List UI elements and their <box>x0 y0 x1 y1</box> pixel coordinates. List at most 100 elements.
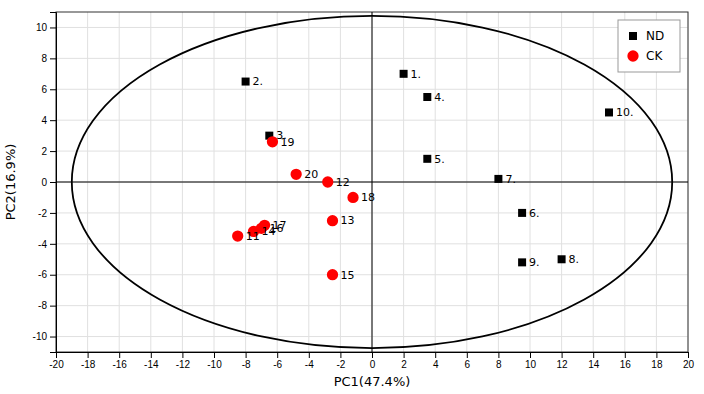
tick-label: -20 <box>49 359 64 370</box>
tick-mark <box>372 352 373 358</box>
tick-mark <box>50 337 56 338</box>
point-label: 13 <box>341 214 355 227</box>
point <box>423 155 431 163</box>
point-label: 19 <box>280 136 294 149</box>
tick: -2 <box>336 352 345 370</box>
tick: -6 <box>273 352 282 370</box>
point <box>558 255 566 263</box>
tick: -20 <box>49 352 64 370</box>
tick-label: 20 <box>683 359 695 370</box>
tick: -10 <box>33 331 56 342</box>
point <box>242 78 250 86</box>
point <box>347 192 358 203</box>
tick: 8 <box>496 352 502 370</box>
point <box>291 169 302 180</box>
tick: 2 <box>401 352 407 370</box>
tick-mark <box>50 58 56 59</box>
tick-mark <box>340 352 341 358</box>
tick-mark <box>246 352 247 358</box>
point-label: 4. <box>434 91 445 104</box>
tick-mark <box>498 352 499 358</box>
tick-label: -4 <box>305 359 314 370</box>
tick-mark <box>656 352 657 358</box>
tick: -10 <box>207 352 222 370</box>
tick-label: 0 <box>41 177 47 188</box>
y-axis-title: PC2(16.9%) <box>3 144 18 221</box>
tick: 0 <box>41 177 56 188</box>
tick-label: 6 <box>41 84 47 95</box>
tick-mark <box>50 213 56 214</box>
tick-mark <box>214 352 215 358</box>
point <box>322 176 333 187</box>
zero-line <box>372 12 373 352</box>
tick-label: -6 <box>273 359 282 370</box>
point <box>423 93 431 101</box>
tick-mark <box>50 27 56 28</box>
point-label: 20 <box>304 168 318 181</box>
point-label: 11 <box>246 230 260 243</box>
tick-label: -4 <box>38 239 47 250</box>
tick: 6 <box>465 352 471 370</box>
tick-label: 10 <box>525 359 537 370</box>
point <box>494 175 502 183</box>
point-label: 15 <box>341 269 355 282</box>
point-labels: 1.2.4.5.6.7.8.9.10.3.1920121813151711141… <box>246 68 634 282</box>
point-label: 10. <box>616 106 634 119</box>
point-label: 5. <box>434 153 445 166</box>
tick-label: 16 <box>620 359 632 370</box>
tick-mark <box>50 306 56 307</box>
tick-mark <box>50 89 56 90</box>
tick: -8 <box>242 352 251 370</box>
tick: -6 <box>38 269 56 280</box>
point <box>400 70 408 78</box>
point-label: 6. <box>529 207 540 220</box>
point-label: 8. <box>569 253 580 266</box>
point <box>518 209 526 217</box>
tick-label: 18 <box>651 359 663 370</box>
tick-mark <box>562 352 563 358</box>
tick-mark <box>435 352 436 358</box>
point-label: 2. <box>253 75 264 88</box>
y-axis: -10-8-6-4-20246810 <box>33 13 57 353</box>
plot-frame <box>56 12 688 352</box>
tick: 14 <box>588 352 600 370</box>
tick-mark <box>182 352 183 358</box>
tick-label: -16 <box>112 359 127 370</box>
point <box>327 269 338 280</box>
point-label: 1. <box>411 68 422 81</box>
tick: -14 <box>144 352 159 370</box>
tick: -18 <box>81 352 96 370</box>
legend-symbol <box>629 32 637 40</box>
tick-mark <box>625 352 626 358</box>
tick: 20 <box>683 352 695 370</box>
series <box>232 136 359 280</box>
tick: -4 <box>305 352 314 370</box>
point <box>232 230 243 241</box>
x-axis: -20-18-16-14-12-10-8-6-4-202468101214161… <box>49 352 694 370</box>
tick-label: 8 <box>41 53 47 64</box>
tick-label: -8 <box>38 300 47 311</box>
tick-label: 4 <box>433 359 439 370</box>
point-label: 12 <box>336 176 350 189</box>
tick-label: 2 <box>41 146 47 157</box>
tick: 10 <box>525 352 537 370</box>
tick-mark <box>593 352 594 358</box>
tick: -4 <box>38 239 56 250</box>
tick-label: 4 <box>41 115 47 126</box>
tick-mark <box>277 352 278 358</box>
tick: 18 <box>651 352 663 370</box>
grid-line <box>372 12 373 352</box>
legend-box <box>618 20 680 72</box>
point-label: 7. <box>505 173 516 186</box>
tick: -8 <box>38 300 56 311</box>
tick-mark <box>530 352 531 358</box>
ellipse <box>72 16 672 348</box>
tick-label: 0 <box>370 359 376 370</box>
tick-label: -14 <box>144 359 159 370</box>
tick-label: 14 <box>588 359 600 370</box>
tick-label: -8 <box>242 359 251 370</box>
tick-mark <box>309 352 310 358</box>
tick-label: -18 <box>81 359 96 370</box>
tick-label: -2 <box>336 359 345 370</box>
tick: -12 <box>176 352 191 370</box>
